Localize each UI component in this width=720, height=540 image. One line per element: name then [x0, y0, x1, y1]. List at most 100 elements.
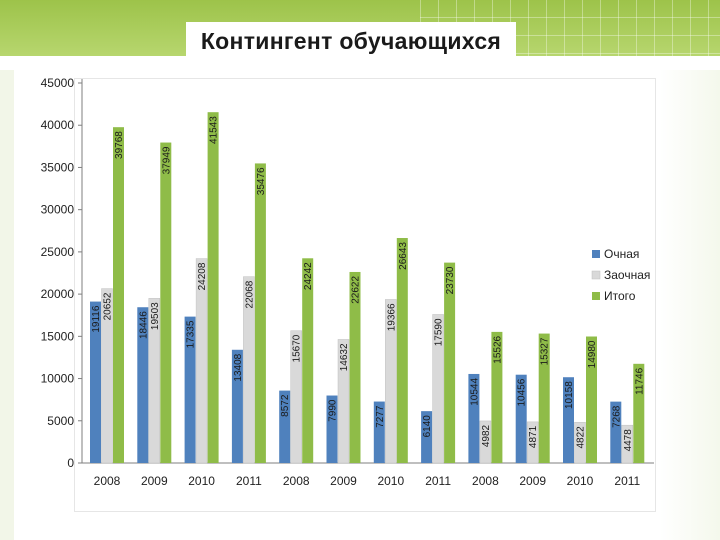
x-tick-label: 2008	[472, 474, 499, 488]
bar-zaochnaya	[101, 288, 113, 464]
x-tick-label: 2009	[519, 474, 546, 488]
x-tick-label: 2009	[141, 474, 168, 488]
title-background	[186, 22, 516, 66]
bar-ochnaya	[373, 401, 385, 463]
bar-value-label: 17335	[186, 320, 197, 348]
bar-value-label: 19366	[386, 303, 397, 331]
bar-value-label: 14980	[587, 340, 598, 368]
bar-value-label: 7268	[611, 405, 622, 428]
bar-itogo	[586, 336, 597, 463]
bar-value-label: 11746	[634, 367, 645, 395]
bar-value-label: 20652	[103, 292, 114, 320]
bar-value-label: 22068	[244, 280, 255, 308]
bar-itogo	[633, 363, 645, 463]
x-tick-label: 2010	[377, 474, 404, 488]
y-tick-label: 25000	[41, 245, 75, 259]
bar-value-label: 24208	[197, 262, 208, 290]
bar-itogo	[254, 163, 266, 463]
right-decor-strip	[660, 70, 720, 540]
bar-value-label: 24242	[303, 262, 314, 290]
bar-value-label: 39768	[114, 131, 125, 159]
bar-value-label: 4822	[576, 426, 587, 449]
bar-value-label: 4478	[623, 429, 634, 452]
bar-ochnaya	[610, 401, 622, 463]
bar-value-label: 7277	[375, 405, 386, 428]
bar-value-label: 15327	[540, 337, 551, 365]
bar-zaochnaya	[385, 299, 397, 464]
bar-value-label: 17590	[434, 318, 445, 346]
bar-ochnaya	[90, 301, 101, 463]
x-tick-label: 2008	[94, 474, 121, 488]
bar-value-label: 41543	[209, 116, 220, 144]
bar-zaochnaya	[621, 424, 634, 464]
bar-value-label: 14632	[339, 343, 350, 371]
y-tick-label: 10000	[41, 372, 75, 386]
y-tick-label: 30000	[41, 203, 75, 217]
legend-swatch	[592, 292, 600, 300]
x-tick-label: 2011	[236, 474, 262, 488]
bar-value-label: 10456	[517, 378, 528, 406]
x-tick-label: 2010	[188, 474, 215, 488]
legend-label: Итого	[604, 289, 636, 303]
y-tick-label: 20000	[41, 287, 75, 301]
left-decor-strip	[0, 70, 14, 540]
bar-value-label: 4982	[481, 424, 492, 447]
bar-ochnaya	[563, 377, 574, 463]
bar-value-label: 13408	[233, 353, 244, 381]
x-tick-label: 2011	[425, 474, 451, 488]
y-tick-label: 0	[67, 456, 74, 470]
bar-zaochnaya	[148, 298, 161, 464]
bar-zaochnaya	[243, 276, 255, 464]
bar-ochnaya	[184, 316, 196, 463]
legend-label: Очная	[604, 247, 639, 261]
bar-itogo	[396, 238, 408, 463]
bar-ochnaya	[137, 307, 149, 463]
bar-itogo	[113, 127, 124, 463]
bar-value-label: 37949	[161, 146, 172, 174]
legend-swatch	[592, 250, 600, 258]
bar-zaochnaya	[195, 258, 208, 464]
bar-itogo	[302, 258, 314, 463]
legend-label: Заочная	[604, 268, 650, 282]
bar-value-label: 7990	[328, 399, 339, 422]
bar-value-label: 23730	[445, 266, 456, 294]
bar-value-label: 18446	[138, 311, 149, 339]
bar-value-label: 19116	[91, 305, 102, 333]
bar-itogo	[444, 262, 456, 463]
bar-value-label: 10544	[469, 378, 480, 406]
y-tick-label: 45000	[41, 76, 75, 90]
bar-itogo	[160, 142, 172, 463]
bar-ochnaya	[468, 373, 480, 463]
bar-ochnaya	[326, 395, 338, 463]
bar-zaochnaya	[290, 330, 302, 464]
bar-itogo	[491, 331, 503, 463]
bar-zaochnaya	[526, 421, 539, 464]
bar-zaochnaya	[432, 314, 444, 464]
bar-itogo	[538, 333, 550, 463]
y-tick-label: 15000	[41, 329, 75, 343]
bar-value-label: 35476	[256, 167, 267, 195]
bar-value-label: 6140	[422, 415, 433, 438]
bar-zaochnaya	[574, 422, 586, 464]
bar-ochnaya	[279, 390, 291, 463]
bar-value-label: 4871	[528, 425, 539, 448]
y-tick-label: 40000	[41, 118, 75, 132]
bar-value-label: 15670	[292, 334, 303, 362]
bar-value-label: 19503	[150, 302, 161, 330]
slide-title: Контингент обучающихся	[200, 28, 502, 54]
bar-itogo	[349, 271, 361, 463]
bar-value-label: 22622	[351, 276, 362, 304]
y-tick-label: 35000	[41, 160, 75, 174]
x-tick-label: 2009	[330, 474, 357, 488]
bar-zaochnaya	[337, 339, 350, 464]
bar-ochnaya	[515, 374, 527, 463]
x-tick-label: 2008	[283, 474, 310, 488]
bar-value-label: 26643	[398, 242, 409, 270]
x-tick-label: 2011	[614, 474, 640, 488]
y-tick-label: 5000	[47, 414, 74, 428]
bar-value-label: 10158	[564, 381, 575, 409]
bar-value-label: 8572	[280, 394, 291, 417]
bar-ochnaya	[421, 411, 433, 463]
bar-zaochnaya	[479, 420, 492, 464]
